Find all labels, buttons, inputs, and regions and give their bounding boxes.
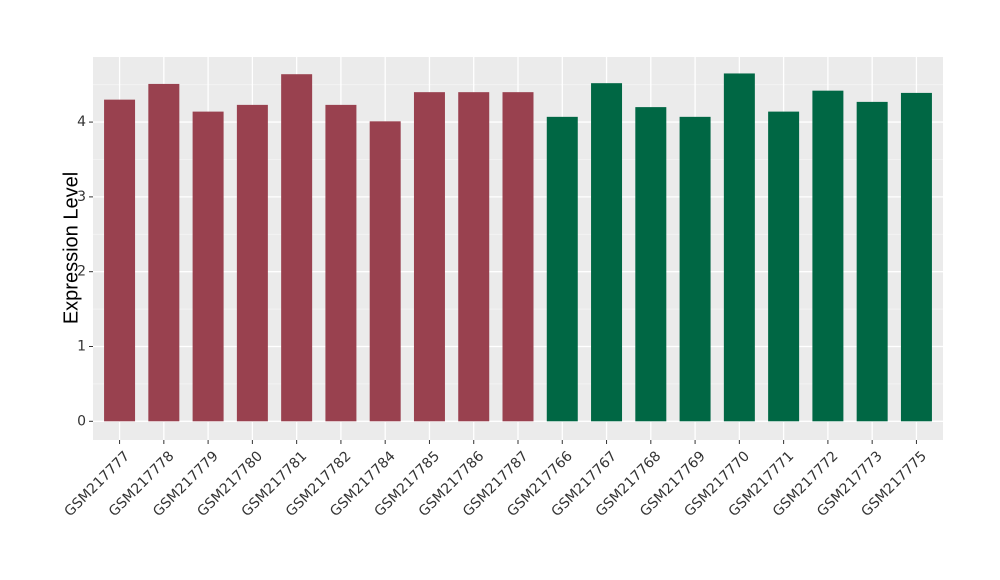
bar xyxy=(723,73,755,422)
y-tick-label: 0 xyxy=(77,413,86,429)
bar xyxy=(281,74,313,422)
y-tick-label: 2 xyxy=(77,264,86,280)
bar xyxy=(369,121,401,422)
y-tick-label: 3 xyxy=(77,189,86,205)
bar xyxy=(591,83,623,422)
bar xyxy=(192,111,224,422)
y-tick-label: 4 xyxy=(77,114,86,130)
bar xyxy=(768,111,800,422)
bar xyxy=(413,92,445,422)
y-tick-label: 1 xyxy=(77,338,86,354)
bar xyxy=(104,99,136,422)
bar xyxy=(502,92,534,422)
bar xyxy=(856,101,888,422)
bar xyxy=(812,90,844,422)
bar xyxy=(679,116,711,422)
y-axis: 0 1 2 3 4 xyxy=(77,114,93,429)
bars xyxy=(104,73,932,422)
bar xyxy=(900,92,932,422)
y-axis-title: Expression Level xyxy=(60,172,82,324)
bar xyxy=(635,107,667,422)
bar xyxy=(546,116,578,422)
bar xyxy=(148,83,180,422)
bar xyxy=(325,104,357,422)
bar xyxy=(236,104,268,422)
x-axis: GSM217777GSM217778GSM217779GSM217780GSM2… xyxy=(62,440,930,520)
bar xyxy=(458,92,490,422)
